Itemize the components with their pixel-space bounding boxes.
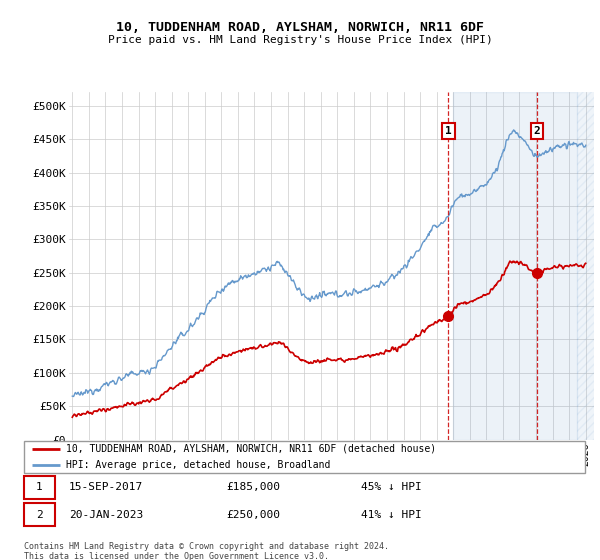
Text: HPI: Average price, detached house, Broadland: HPI: Average price, detached house, Broa… [66, 460, 331, 470]
Text: 15-SEP-2017: 15-SEP-2017 [69, 483, 143, 492]
FancyBboxPatch shape [24, 476, 55, 499]
Text: 1: 1 [36, 483, 43, 492]
Text: 20-JAN-2023: 20-JAN-2023 [69, 510, 143, 520]
Text: Price paid vs. HM Land Registry's House Price Index (HPI): Price paid vs. HM Land Registry's House … [107, 35, 493, 45]
Text: 41% ↓ HPI: 41% ↓ HPI [361, 510, 421, 520]
Text: 10, TUDDENHAM ROAD, AYLSHAM, NORWICH, NR11 6DF: 10, TUDDENHAM ROAD, AYLSHAM, NORWICH, NR… [116, 21, 484, 34]
Text: Contains HM Land Registry data © Crown copyright and database right 2024.
This d: Contains HM Land Registry data © Crown c… [24, 542, 389, 560]
Text: 1: 1 [445, 126, 452, 136]
Text: 10, TUDDENHAM ROAD, AYLSHAM, NORWICH, NR11 6DF (detached house): 10, TUDDENHAM ROAD, AYLSHAM, NORWICH, NR… [66, 444, 436, 454]
FancyBboxPatch shape [24, 503, 55, 526]
Text: £185,000: £185,000 [226, 483, 280, 492]
Text: 2: 2 [533, 126, 540, 136]
Bar [577, 92, 594, 440]
FancyBboxPatch shape [24, 441, 585, 473]
Text: £250,000: £250,000 [226, 510, 280, 520]
Text: 45% ↓ HPI: 45% ↓ HPI [361, 483, 421, 492]
Bar [453, 92, 577, 440]
Text: 2: 2 [36, 510, 43, 520]
